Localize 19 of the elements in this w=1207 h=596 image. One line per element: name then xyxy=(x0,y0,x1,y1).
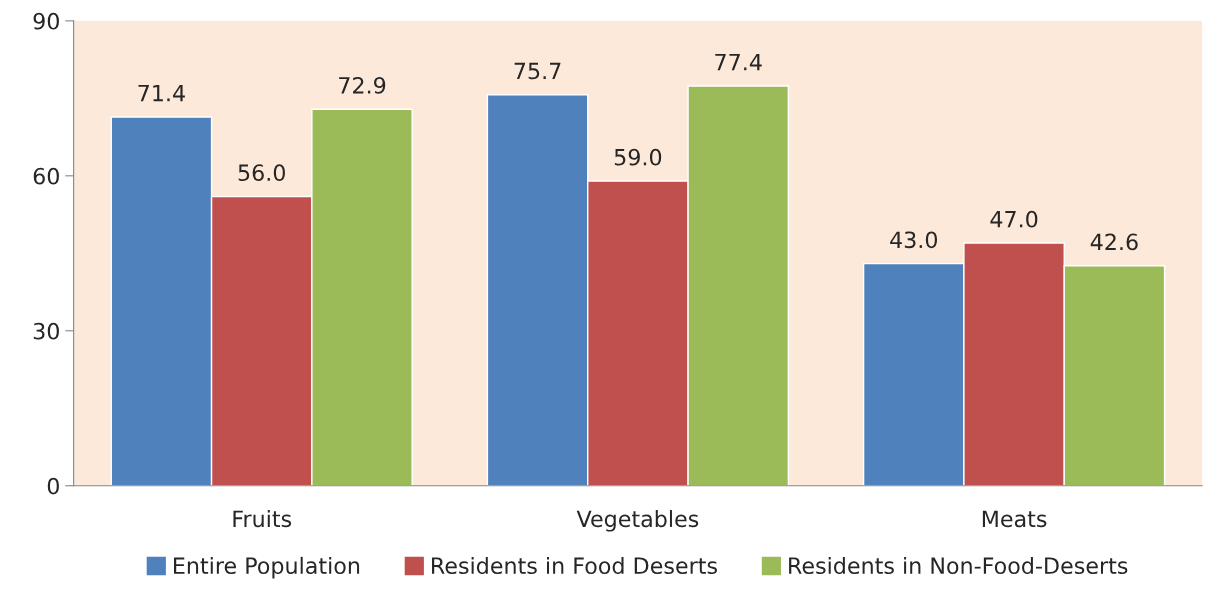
x-tick-label: Meats xyxy=(982,510,1047,528)
y-tick-label: 30 xyxy=(33,322,59,340)
data-label: 56.0 xyxy=(238,164,285,182)
data-label: 42.6 xyxy=(1090,233,1138,251)
data-label: 59.0 xyxy=(614,148,662,166)
data-label: 43.0 xyxy=(890,231,938,249)
legend-label: Residents in Food Deserts xyxy=(432,556,717,575)
data-label: 47.0 xyxy=(990,210,1038,228)
x-tick-label: Vegetables xyxy=(576,510,699,532)
y-tick-label: 90 xyxy=(33,12,59,30)
y-tick-label: 60 xyxy=(33,167,59,185)
x-tick-label: Fruits xyxy=(233,510,292,528)
data-label: 72.9 xyxy=(339,76,386,94)
data-label: 71.4 xyxy=(138,85,185,102)
legend-label: Residents in Non-Food-Deserts xyxy=(789,556,1128,575)
y-tick-label: 0 xyxy=(47,477,59,495)
data-label: 77.4 xyxy=(715,54,762,71)
legend-label: Entire Population xyxy=(174,556,360,579)
data-label: 75.7 xyxy=(514,62,561,80)
